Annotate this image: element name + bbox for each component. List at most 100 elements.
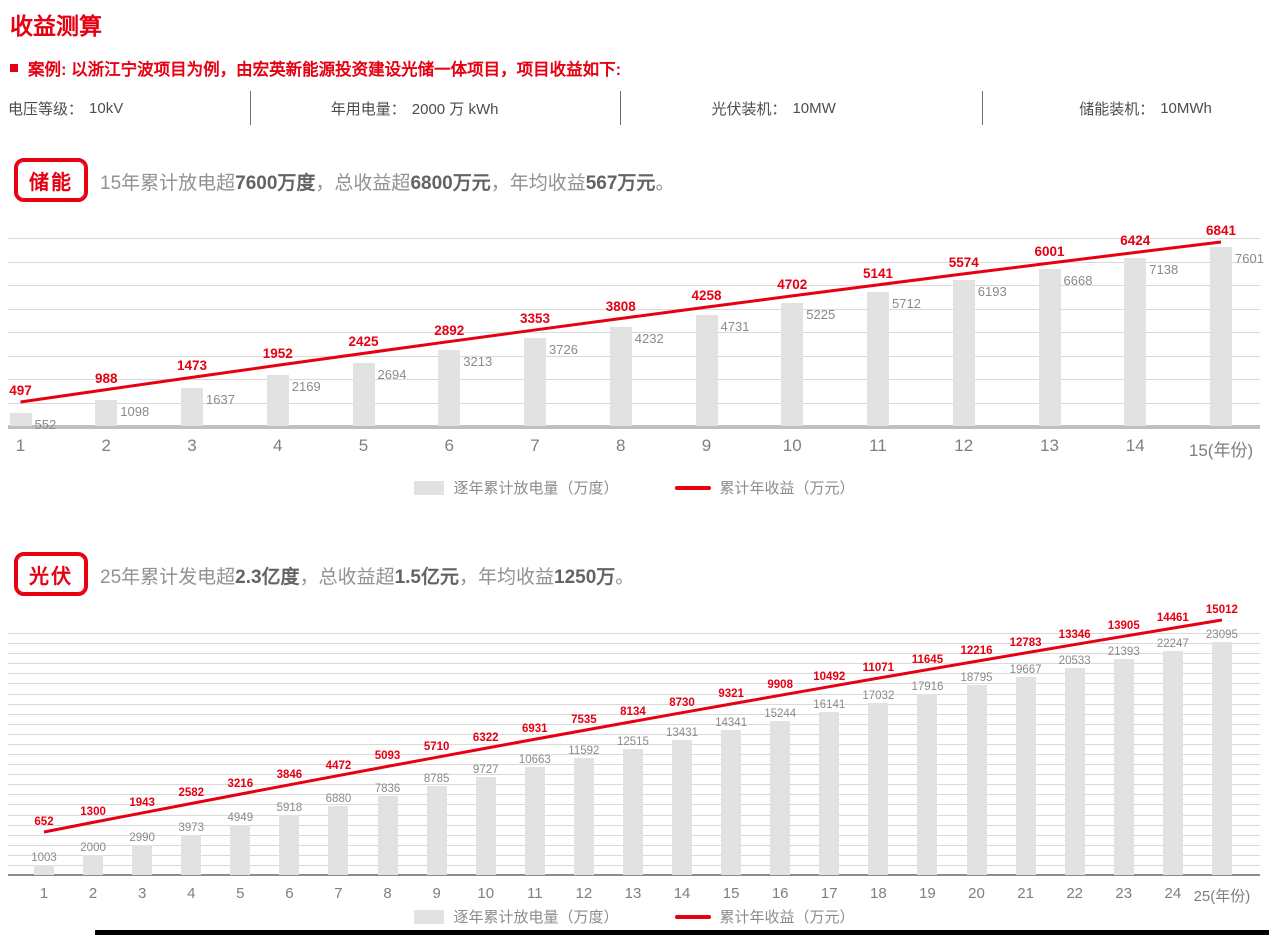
legend-bar-swatch-icon bbox=[414, 909, 445, 924]
bar-value-label: 19667 bbox=[1009, 663, 1042, 676]
legend-bar-swatch-icon bbox=[414, 480, 445, 495]
line-value-label: 14461 bbox=[1156, 612, 1189, 625]
bar-value-label: 7138 bbox=[1149, 262, 1179, 278]
x-tick-label: 4 bbox=[273, 436, 283, 455]
bar-value-label: 4949 bbox=[227, 812, 254, 825]
bar-value-label: 9727 bbox=[472, 763, 499, 776]
bar bbox=[819, 712, 840, 875]
summary-segment: 6800万元 bbox=[410, 173, 491, 194]
legend-label: 累计年收益（万元） bbox=[719, 909, 855, 926]
x-tick-label: 1 bbox=[15, 436, 26, 455]
legend-item-bars: 逐年累计放电量（万度） bbox=[414, 477, 619, 498]
bar bbox=[132, 844, 153, 875]
divider bbox=[249, 91, 251, 125]
info-label: 年用电量： bbox=[330, 100, 406, 118]
line-value-label: 4702 bbox=[777, 276, 808, 292]
x-tick-label: 14 bbox=[1125, 436, 1145, 455]
storage-chart-legend: 逐年累计放电量（万度） 累计年收益（万元） bbox=[0, 477, 1269, 498]
bar bbox=[622, 748, 643, 875]
x-tick-label: 10 bbox=[782, 436, 802, 455]
summary-segment: 2.3亿度 bbox=[235, 567, 300, 588]
bar bbox=[1015, 676, 1036, 875]
summary-segment: ，年均收益 bbox=[459, 567, 555, 588]
gridline bbox=[8, 683, 1260, 685]
info-label: 光伏装机： bbox=[711, 100, 787, 118]
x-tick-label: 8 bbox=[616, 436, 626, 455]
bar bbox=[672, 739, 693, 875]
x-tick-label: 18 bbox=[870, 885, 887, 902]
bar-value-label: 17916 bbox=[911, 681, 944, 694]
x-tick-label: 2 bbox=[88, 885, 98, 902]
revenue-line bbox=[43, 618, 1223, 834]
bar-value-label: 8785 bbox=[423, 773, 450, 786]
x-tick-label: 5 bbox=[358, 436, 369, 455]
bar bbox=[868, 703, 889, 875]
gridline bbox=[8, 733, 1260, 735]
line-value-label: 6322 bbox=[472, 732, 499, 745]
summary-segment: 1.5亿元 bbox=[394, 567, 459, 588]
line-value-label: 5710 bbox=[423, 741, 450, 754]
bar-value-label: 15244 bbox=[764, 708, 797, 721]
info-value: 10kV bbox=[89, 99, 124, 117]
info-bar: 电压等级： 10kV 年用电量： 2000 万 kWh 光伏装机： 10MW 储… bbox=[0, 90, 1269, 126]
bar bbox=[524, 338, 546, 426]
x-tick-label: 15(年份) bbox=[1188, 441, 1254, 460]
line-value-label: 3216 bbox=[227, 778, 254, 791]
bar bbox=[1211, 642, 1232, 875]
gridline bbox=[8, 332, 1260, 333]
legend-item-bars: 逐年累计放电量（万度） bbox=[414, 906, 619, 927]
case-text: 案例: 以浙江宁波项目为例，由宏英新能源投资建设光储一体项目，项目收益如下: bbox=[28, 61, 622, 79]
summary-segment: 25年累计发电超 bbox=[100, 567, 236, 588]
x-tick-label: 23 bbox=[1115, 885, 1133, 902]
x-tick-label: 12 bbox=[954, 436, 974, 455]
line-value-label: 8730 bbox=[669, 696, 695, 709]
bar-value-label: 7836 bbox=[374, 782, 401, 795]
page-title: 收益测算 bbox=[10, 13, 102, 39]
storage-summary: 15年累计放电超7600万度，总收益超6800万元，年均收益567万元。 bbox=[100, 168, 674, 195]
bar bbox=[524, 767, 545, 875]
legend-line-swatch-icon bbox=[674, 485, 711, 490]
x-tick-label: 16 bbox=[771, 885, 789, 902]
x-tick-label: 4 bbox=[187, 885, 196, 902]
gridline bbox=[8, 379, 1260, 380]
axis-baseline bbox=[8, 425, 1260, 429]
line-value-label: 10492 bbox=[813, 670, 846, 683]
x-tick-label: 3 bbox=[137, 885, 147, 902]
summary-segment: 。 bbox=[615, 567, 635, 588]
summary-segment: ，总收益超 bbox=[299, 567, 395, 588]
bar-value-label: 2694 bbox=[377, 366, 407, 382]
line-value-label: 6841 bbox=[1205, 222, 1237, 238]
bar bbox=[1210, 247, 1232, 426]
gridline bbox=[8, 633, 1260, 634]
bar-value-label: 20533 bbox=[1058, 654, 1091, 667]
line-value-label: 652 bbox=[34, 815, 54, 828]
x-tick-label: 9 bbox=[432, 885, 441, 902]
line-value-label: 1943 bbox=[129, 796, 155, 809]
x-tick-label: 13 bbox=[624, 885, 642, 902]
line-value-label: 8134 bbox=[620, 705, 646, 718]
bar bbox=[328, 805, 349, 875]
x-tick-label: 13 bbox=[1040, 436, 1059, 455]
pv-chart-legend: 逐年累计放电量（万度） 累计年收益（万元） bbox=[0, 906, 1269, 927]
line-value-label: 13346 bbox=[1058, 628, 1091, 641]
bar-value-label: 4731 bbox=[720, 318, 750, 334]
info-value: 2000 万 kWh bbox=[411, 100, 499, 118]
bar bbox=[279, 815, 300, 875]
x-tick-label: 14 bbox=[673, 885, 691, 902]
legend-item-line: 累计年收益（万元） bbox=[674, 477, 855, 498]
summary-segment: 7600万度 bbox=[235, 173, 316, 194]
line-value-label: 1952 bbox=[262, 346, 293, 362]
line-value-label: 4472 bbox=[325, 759, 352, 772]
bar bbox=[721, 730, 742, 875]
line-value-label: 13905 bbox=[1107, 620, 1140, 633]
bar-value-label: 2000 bbox=[80, 841, 106, 854]
summary-segment: 15年累计放电超 bbox=[100, 173, 236, 194]
bar-value-label: 16141 bbox=[813, 699, 846, 712]
bar bbox=[181, 387, 203, 426]
bar-value-label: 23095 bbox=[1205, 629, 1238, 642]
bar-value-label: 6880 bbox=[325, 792, 352, 805]
legend-label: 累计年收益（万元） bbox=[719, 480, 855, 497]
info-label: 电压等级： bbox=[8, 100, 84, 118]
x-tick-label: 19 bbox=[919, 885, 936, 902]
line-value-label: 6931 bbox=[522, 723, 548, 736]
